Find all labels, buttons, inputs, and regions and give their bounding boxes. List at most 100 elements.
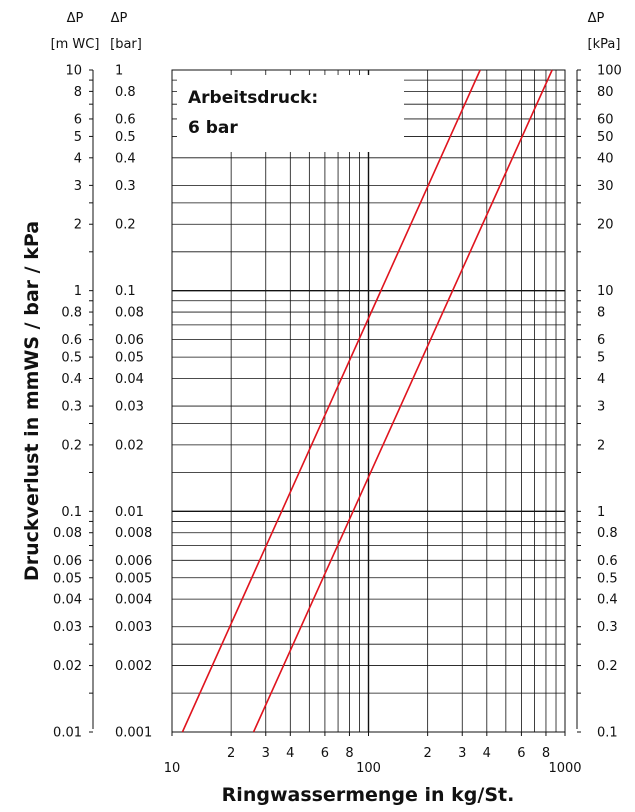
kpa-header-symbol: ΔP bbox=[588, 11, 605, 26]
kpa-tick-label: 60 bbox=[597, 112, 614, 127]
kpa-tick-label: 2 bbox=[597, 438, 605, 453]
kpa-tick-label: 0.1 bbox=[597, 726, 618, 741]
bar-tick-label: 0.5 bbox=[115, 130, 136, 145]
mwc-tick-label: 0.8 bbox=[61, 306, 82, 321]
right-axis-kpa: 100 80 60 50 40 30 20 10 8 6 5 4 3 2 1 0.8 0.6 0.5 0.4 0.3 0… bbox=[576, 64, 622, 741]
bar-tick-label: 0.05 bbox=[115, 351, 144, 366]
x-tick-label: 2 bbox=[424, 746, 432, 761]
x-tick-label: 2 bbox=[227, 746, 235, 761]
bar-tick-label: 0.08 bbox=[115, 306, 144, 321]
kpa-tick-label: 50 bbox=[597, 130, 614, 145]
x-tick-label: 6 bbox=[321, 746, 329, 761]
annotation-line-2: 6 bar bbox=[188, 118, 238, 138]
bar-tick-label: 0.01 bbox=[115, 505, 144, 520]
x-tick-label: 8 bbox=[345, 746, 353, 761]
bar-header-symbol: ΔP bbox=[111, 11, 128, 26]
mwc-tick-label: 0.1 bbox=[61, 505, 82, 520]
kpa-tick-label: 10 bbox=[597, 284, 614, 299]
kpa-tick-label: 0.4 bbox=[597, 593, 618, 608]
bar-tick-label: 0.3 bbox=[115, 179, 136, 194]
mwc-tick-label: 0.08 bbox=[53, 526, 82, 541]
grid-lines-horizontal bbox=[172, 79, 565, 694]
mwc-header-symbol: ΔP bbox=[67, 11, 84, 26]
bar-header-unit: [bar] bbox=[110, 37, 142, 52]
mwc-tick-label: 0.3 bbox=[61, 400, 82, 415]
kpa-tick-label: 5 bbox=[597, 351, 605, 366]
x-tick-label: 3 bbox=[262, 746, 270, 761]
kpa-tick-label: 1 bbox=[597, 505, 605, 520]
mwc-tick-label: 0.04 bbox=[53, 593, 82, 608]
bar-tick-label: 0.003 bbox=[115, 620, 152, 635]
bar-tick-label: 0.6 bbox=[115, 112, 136, 127]
mwc-tick-label: 6 bbox=[74, 112, 82, 127]
mwc-tick-label: 3 bbox=[74, 179, 82, 194]
kpa-header-unit: [kPa] bbox=[588, 37, 621, 52]
left-axis-mwc: 10 8 6 5 4 3 2 1 0.8 0.6 0.5 0.4 0.3 0.2 0.1 0.08 0.06 0.… bbox=[53, 64, 94, 741]
kpa-tick-label: 6 bbox=[597, 333, 605, 348]
mwc-tick-label: 4 bbox=[74, 151, 82, 166]
bar-tick-label: 0.8 bbox=[115, 85, 136, 100]
mwc-header-unit: [m WC] bbox=[51, 37, 100, 52]
bar-tick-label: 0.001 bbox=[115, 726, 152, 741]
kpa-tick-label: 0.6 bbox=[597, 554, 618, 569]
bar-tick-label: 0.2 bbox=[115, 218, 136, 233]
mwc-tick-label: 10 bbox=[65, 64, 82, 79]
kpa-tick-label: 40 bbox=[597, 151, 614, 166]
mwc-tick-label: 5 bbox=[74, 130, 82, 145]
bar-tick-label: 0.006 bbox=[115, 554, 152, 569]
x-axis-title: Ringwassermenge in kg/St. bbox=[222, 784, 515, 806]
x-tick-label: 8 bbox=[542, 746, 550, 761]
bar-tick-label: 0.002 bbox=[115, 659, 152, 674]
series-line bbox=[252, 69, 553, 733]
x-tick-label: 100 bbox=[356, 761, 381, 776]
x-tick-label: 10 bbox=[164, 761, 181, 776]
grid-lines-vertical bbox=[230, 70, 557, 732]
kpa-tick-label: 80 bbox=[597, 85, 614, 100]
bar-tick-label: 0.4 bbox=[115, 151, 136, 166]
x-tick-label: 4 bbox=[286, 746, 294, 761]
x-tick-label: 6 bbox=[517, 746, 525, 761]
y-axis-title: Druckverlust in mmWS / bar / kPa bbox=[21, 221, 43, 581]
x-tick-label: 1000 bbox=[548, 761, 581, 776]
bar-tick-label: 0.04 bbox=[115, 372, 144, 387]
kpa-tick-label: 0.3 bbox=[597, 620, 618, 635]
bar-tick-label: 0.02 bbox=[115, 438, 144, 453]
mwc-tick-label: 0.01 bbox=[53, 726, 82, 741]
mwc-tick-label: 1 bbox=[74, 284, 82, 299]
annotation-box bbox=[177, 75, 404, 152]
mwc-tick-label: 0.03 bbox=[53, 620, 82, 635]
left-axis-bar: 1 0.8 0.6 0.5 0.4 0.3 0.2 0.1 0.08 0.06 0.05 0.04 0.… bbox=[115, 64, 152, 741]
x-tick-label: 3 bbox=[458, 746, 466, 761]
annotation-line-1: Arbeitsdruck: bbox=[188, 88, 318, 108]
series-line bbox=[181, 69, 481, 733]
bar-tick-label: 0.03 bbox=[115, 400, 144, 415]
bar-tick-label: 1 bbox=[115, 64, 123, 79]
mwc-tick-label: 0.5 bbox=[61, 351, 82, 366]
x-tick-label: 4 bbox=[483, 746, 491, 761]
kpa-tick-label: 4 bbox=[597, 372, 605, 387]
mwc-tick-label: 0.05 bbox=[53, 571, 82, 586]
series-layer bbox=[181, 69, 553, 733]
kpa-tick-label: 3 bbox=[597, 400, 605, 415]
mwc-tick-label: 2 bbox=[74, 218, 82, 233]
mwc-tick-label: 0.4 bbox=[61, 372, 82, 387]
kpa-tick-label: 100 bbox=[597, 64, 622, 79]
mwc-tick-label: 0.6 bbox=[61, 333, 82, 348]
mwc-tick-label: 8 bbox=[74, 85, 82, 100]
kpa-tick-label: 0.5 bbox=[597, 571, 618, 586]
bar-tick-label: 0.06 bbox=[115, 333, 144, 348]
bar-tick-label: 0.005 bbox=[115, 571, 152, 586]
mwc-tick-label: 0.02 bbox=[53, 659, 82, 674]
mwc-tick-label: 0.06 bbox=[53, 554, 82, 569]
kpa-tick-label: 0.8 bbox=[597, 526, 618, 541]
kpa-tick-label: 30 bbox=[597, 179, 614, 194]
mwc-tick-label: 0.2 bbox=[61, 438, 82, 453]
bar-tick-label: 0.008 bbox=[115, 526, 152, 541]
kpa-tick-label: 20 bbox=[597, 218, 614, 233]
kpa-tick-label: 8 bbox=[597, 306, 605, 321]
bar-tick-label: 0.004 bbox=[115, 593, 152, 608]
kpa-tick-label: 0.2 bbox=[597, 659, 618, 674]
bar-tick-label: 0.1 bbox=[115, 284, 136, 299]
